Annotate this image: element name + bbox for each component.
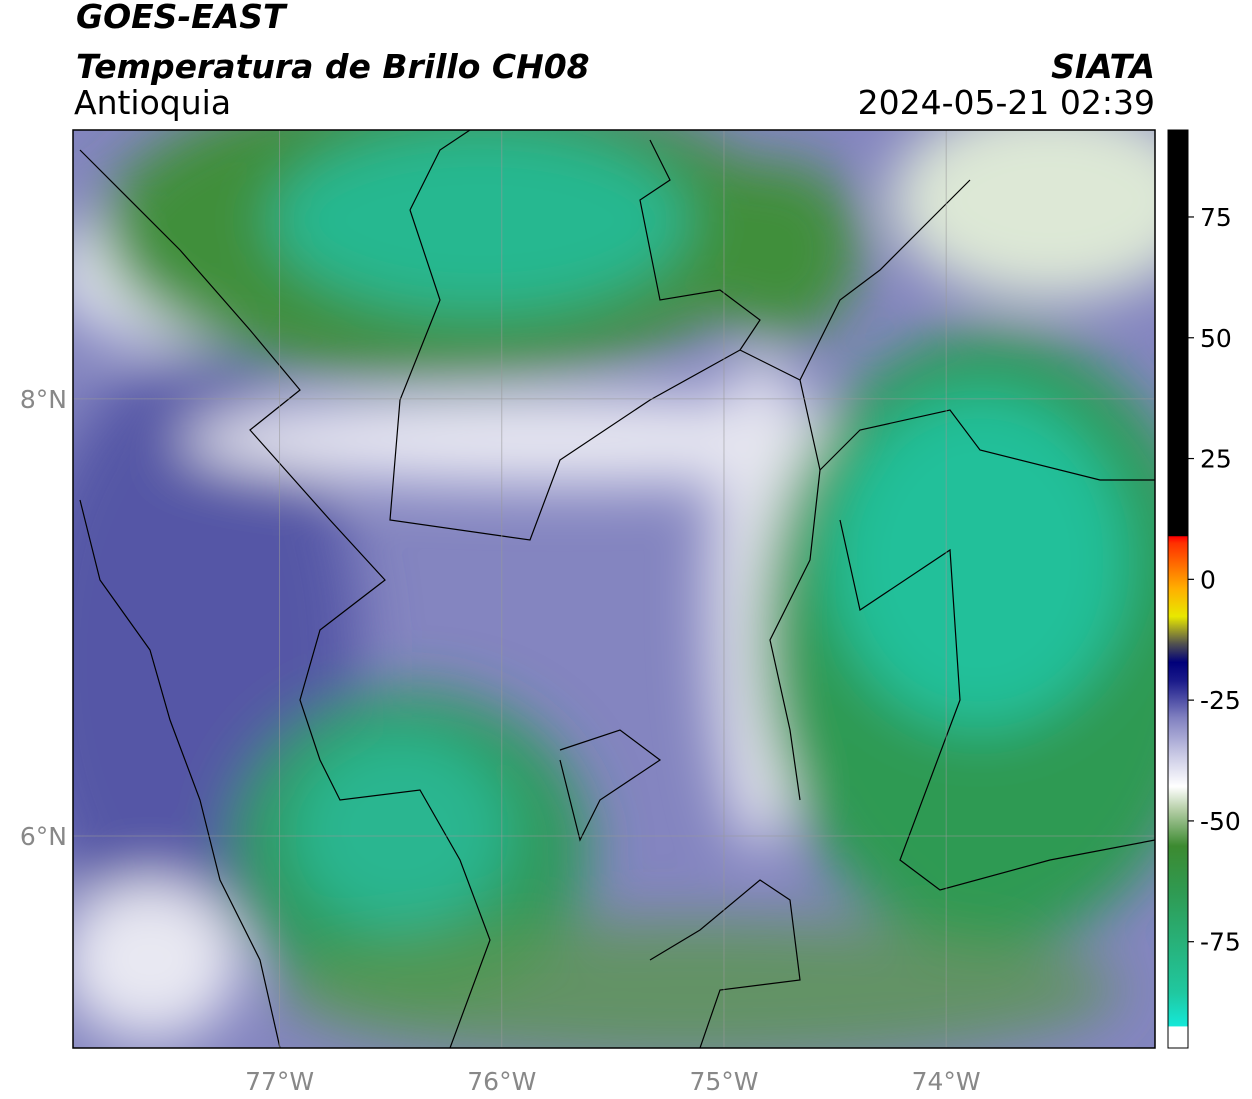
x-tick-label: 77°W <box>245 1067 314 1096</box>
colorbar-tick-label: -50 <box>1200 807 1241 836</box>
colorbar-tick-label: 25 <box>1200 445 1232 474</box>
map-frame <box>72 129 1156 1049</box>
x-tick-label: 76°W <box>467 1067 536 1096</box>
colorbar-tick-label: 75 <box>1200 203 1232 232</box>
datetime-label: 2024-05-21 02:39 <box>858 83 1155 122</box>
colorbar-tick-label: -25 <box>1200 686 1241 715</box>
colorbar-tick-label: 0 <box>1200 565 1216 594</box>
y-tick-label: 8°N <box>20 385 67 414</box>
colorbar <box>1167 129 1189 1049</box>
colorbar-tick-label: -75 <box>1200 928 1241 957</box>
y-tick-label: 6°N <box>20 822 67 851</box>
source-label: SIATA <box>1051 47 1155 86</box>
satellite-image <box>73 130 1155 1048</box>
satellite-title: GOES-EAST <box>76 0 288 36</box>
x-tick-label: 74°W <box>912 1067 981 1096</box>
x-tick-label: 75°W <box>689 1067 758 1096</box>
product-title: Temperatura de Brillo CH08 <box>76 47 590 86</box>
colorbar-tick-label: 50 <box>1200 324 1232 353</box>
region-label: Antioquia <box>74 83 231 122</box>
